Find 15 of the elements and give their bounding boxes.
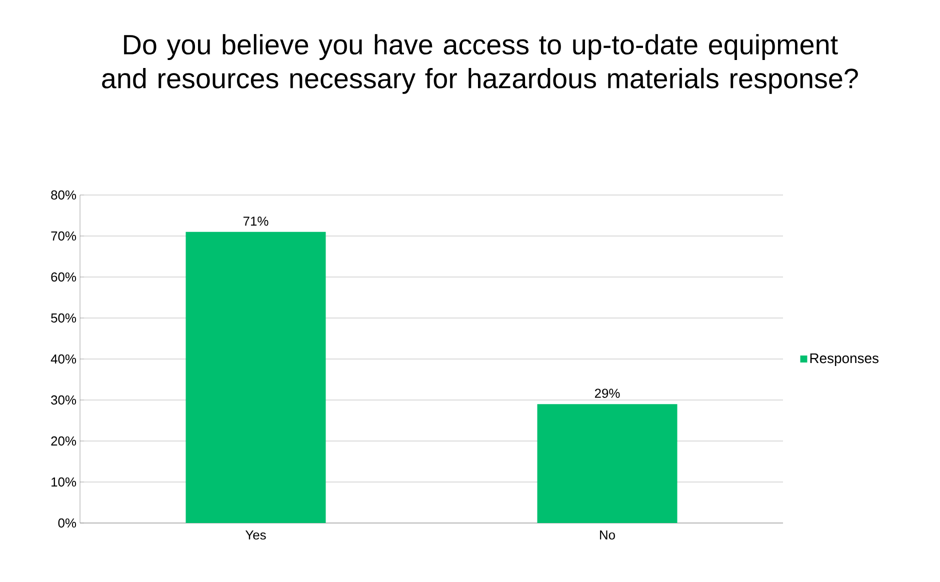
- y-tick-label: 40%: [50, 354, 76, 364]
- legend-label: Responses: [810, 353, 878, 366]
- y-tick-label: 10%: [52, 477, 76, 487]
- y-tick-label: 60%: [51, 272, 76, 282]
- x-tick-label: No: [600, 530, 615, 540]
- y-tick-label: 30%: [51, 395, 76, 405]
- data-label: 29%: [594, 388, 620, 398]
- y-tick-label: 20%: [51, 436, 76, 446]
- y-tick-label: 80%: [51, 190, 76, 200]
- y-tick-label: 70%: [51, 231, 76, 241]
- chart-title: Do you believe you have access to up-to-date equipment and resources necessary for hazardous materials response?: [102, 34, 858, 94]
- x-tick-label: Yes: [245, 530, 266, 540]
- y-tick-label: 0%: [58, 518, 76, 528]
- y-tick-label: 50%: [51, 313, 76, 323]
- data-label: 71%: [243, 216, 268, 226]
